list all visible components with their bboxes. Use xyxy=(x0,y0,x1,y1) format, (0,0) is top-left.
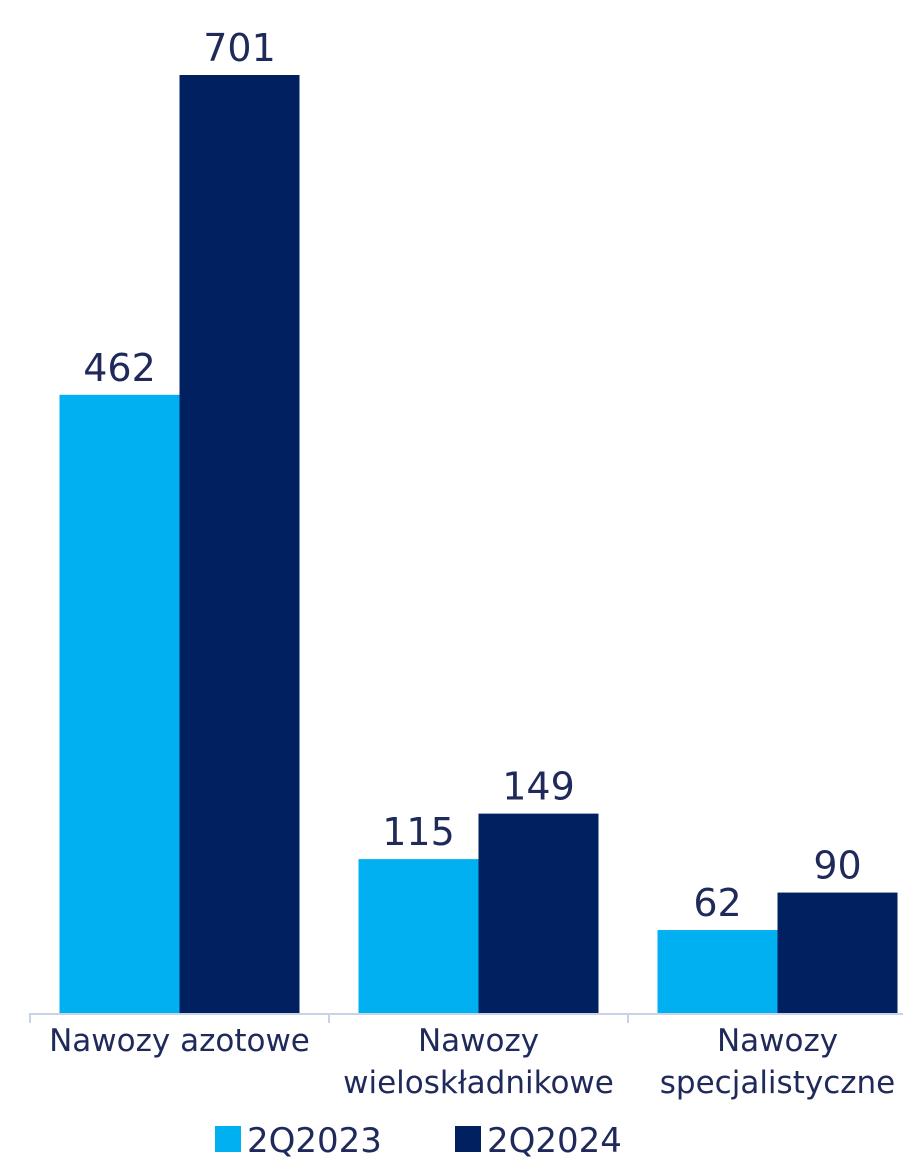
x-tick-label: Nawozy specjalistyczne xyxy=(659,1023,896,1101)
bar xyxy=(179,75,300,1013)
legend-label: 2Q2024 xyxy=(487,1121,622,1161)
legend-swatch xyxy=(215,1126,241,1152)
bar xyxy=(358,859,479,1013)
bar xyxy=(777,892,898,1013)
value-label: 701 xyxy=(203,26,276,70)
value-label: 462 xyxy=(83,346,156,390)
value-label: 149 xyxy=(502,765,575,809)
bar xyxy=(478,813,599,1013)
value-label: 62 xyxy=(693,881,741,925)
value-label: 115 xyxy=(382,810,455,854)
legend-swatch xyxy=(455,1126,481,1152)
value-label: 90 xyxy=(813,844,861,888)
x-tick-label: Nawozy azotowe xyxy=(49,1023,310,1059)
bar xyxy=(657,930,778,1013)
x-tick-label: Nawozy wieloskładnikowe xyxy=(343,1023,614,1101)
legend-label: 2Q2023 xyxy=(247,1121,382,1161)
bar xyxy=(59,394,180,1014)
